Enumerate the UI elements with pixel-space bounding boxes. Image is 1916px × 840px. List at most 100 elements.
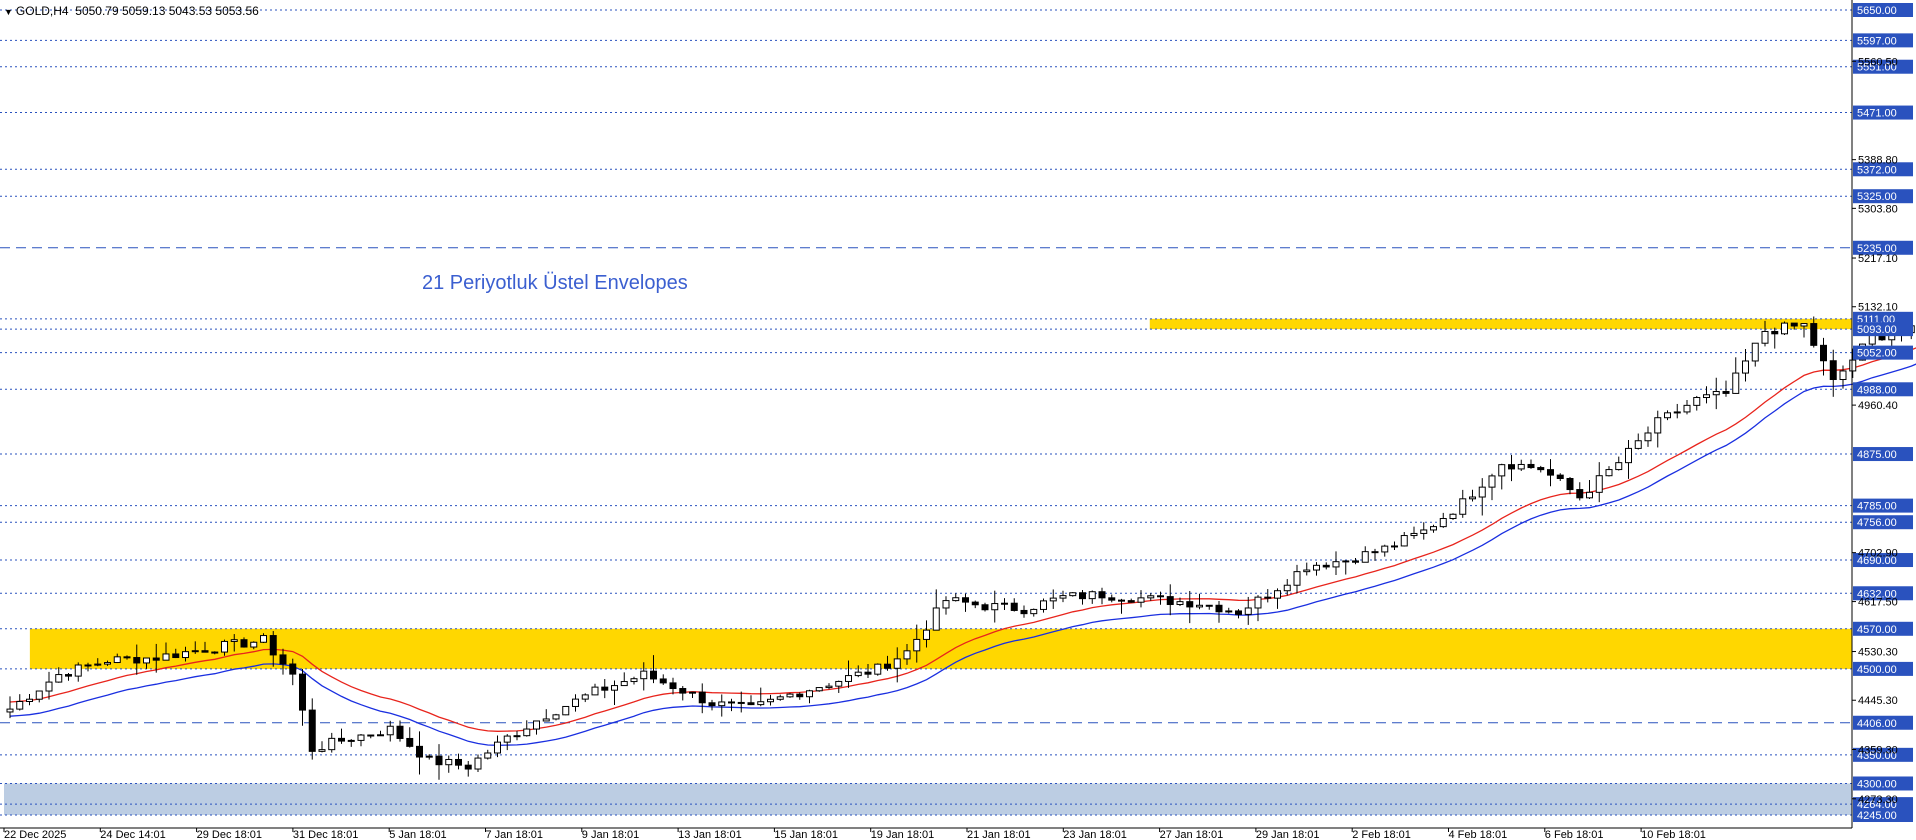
- level-label: 5372.00: [1857, 164, 1897, 176]
- candle-body: [1235, 610, 1242, 615]
- level-label-box: [1853, 162, 1913, 177]
- candle-body: [1098, 591, 1106, 599]
- candle-body: [1069, 592, 1077, 597]
- candle-body: [806, 690, 813, 698]
- candle-body: [903, 650, 911, 660]
- candle-body: [562, 705, 570, 716]
- candle-body: [1371, 551, 1379, 554]
- candle-body: [1196, 604, 1203, 608]
- level-label: 4300.00: [1857, 778, 1897, 790]
- y-tick-label: 4702.90: [1858, 548, 1898, 560]
- candle-body: [1449, 513, 1457, 520]
- candle-body: [16, 701, 24, 710]
- candle-body: [1605, 469, 1613, 477]
- candle-body: [94, 663, 102, 666]
- x-tick-label: 10 Feb 18:01: [1641, 829, 1706, 840]
- candle-body: [962, 597, 969, 603]
- level-label-box: [1853, 59, 1913, 74]
- candle-body: [172, 653, 180, 659]
- upper-envelope-line: [9, 347, 1916, 732]
- candle-body: [6, 708, 14, 713]
- candle-body: [747, 702, 755, 706]
- candle-body: [991, 603, 999, 611]
- candle-body: [854, 671, 862, 677]
- candle-body: [45, 681, 53, 692]
- x-tick-label: 21 Jan 18:01: [967, 829, 1031, 840]
- candle-body: [152, 657, 160, 661]
- candle-body: [1576, 489, 1584, 499]
- candle-body: [581, 694, 589, 700]
- dropdown-triangle-icon[interactable]: ▼: [4, 7, 13, 17]
- candle-body: [328, 737, 336, 751]
- candle-body: [1157, 595, 1164, 598]
- candle-body: [182, 651, 189, 659]
- y-tick-label: 4359.30: [1858, 745, 1898, 757]
- candle-body: [708, 702, 716, 707]
- x-tick-label: 23 Jan 18:01: [1063, 829, 1127, 840]
- candle-body: [669, 682, 677, 690]
- x-tick-label: 29 Jan 18:01: [1256, 829, 1320, 840]
- candle-body: [1800, 323, 1808, 327]
- candle-body: [250, 641, 258, 648]
- candle-body: [1810, 323, 1818, 346]
- candle-body: [357, 734, 365, 741]
- x-tick-label: 4 Feb 18:01: [1449, 829, 1508, 840]
- candle-body: [338, 737, 345, 742]
- candle-body: [1274, 590, 1281, 599]
- lower-envelope-line: [9, 363, 1916, 746]
- candle-body: [1293, 571, 1301, 586]
- candle-body: [1040, 600, 1047, 610]
- level-label: 4988.00: [1857, 384, 1897, 396]
- candle-body: [513, 735, 521, 738]
- x-tick-label: 9 Jan 18:01: [582, 829, 640, 840]
- level-label-box: [1853, 33, 1913, 48]
- level-label-box: [1853, 498, 1913, 513]
- zone-2: [4, 783, 1852, 815]
- y-tick-label: 4445.30: [1858, 695, 1898, 707]
- candle-body: [1108, 597, 1116, 601]
- candle-body: [659, 678, 667, 684]
- candle-body: [1088, 591, 1096, 600]
- candle-body: [1469, 496, 1476, 500]
- candle-body: [1010, 602, 1018, 611]
- candle-body: [845, 675, 852, 682]
- x-tick-label: 22 Dec 2025: [4, 829, 66, 840]
- candle-body: [240, 639, 248, 648]
- candle-body: [542, 718, 550, 722]
- candle-body: [191, 650, 199, 653]
- candle-body: [1771, 330, 1779, 335]
- candle-body: [1322, 564, 1330, 568]
- candle-body: [347, 739, 355, 742]
- x-tick-label: 5 Jan 18:01: [389, 829, 447, 840]
- candle-body: [786, 693, 794, 698]
- candle-body: [1839, 370, 1847, 381]
- candle-body: [1001, 602, 1008, 605]
- candle-body: [1625, 447, 1632, 464]
- candle-body: [211, 651, 219, 654]
- candle-body: [260, 635, 267, 643]
- candle-body: [1283, 584, 1291, 592]
- candle-body: [279, 654, 287, 665]
- x-tick-label: 13 Jan 18:01: [678, 829, 742, 840]
- candle-body: [74, 664, 82, 677]
- candle-body: [874, 663, 882, 675]
- y-tick-label: 4617.50: [1858, 597, 1898, 609]
- candle-body: [1654, 417, 1662, 434]
- level-label: 4632.00: [1857, 588, 1897, 600]
- candle-body: [1781, 322, 1788, 335]
- candle-body: [445, 758, 453, 766]
- candle-body: [425, 755, 433, 758]
- candle-body: [1049, 597, 1057, 602]
- candle-body: [1586, 491, 1593, 499]
- candle-body: [464, 764, 472, 770]
- level-label: 4570.00: [1857, 624, 1897, 636]
- y-tick-label: 5132.10: [1858, 302, 1898, 314]
- candle-body: [1478, 486, 1486, 498]
- candle-body: [123, 656, 131, 659]
- candle-body: [1517, 463, 1525, 470]
- candle-body: [728, 701, 735, 704]
- candle-body: [932, 607, 940, 631]
- candle-body: [143, 657, 150, 664]
- level-label-box: [1853, 515, 1913, 530]
